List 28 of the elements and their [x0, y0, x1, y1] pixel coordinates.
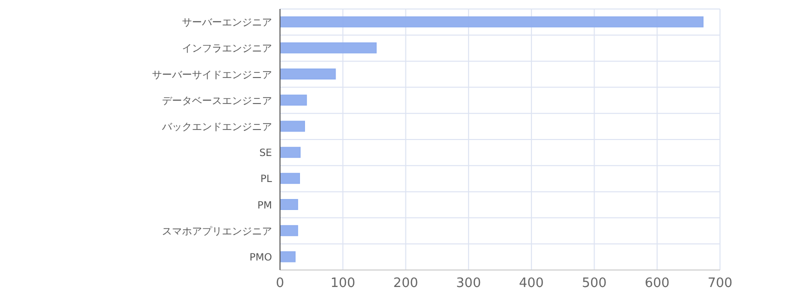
y-tick-label: サーバーエンジニア	[182, 18, 272, 29]
y-tick-label: サーバーサイドエンジニア	[152, 70, 272, 81]
y-tick-label: PL	[260, 174, 272, 186]
x-tick-label: 500	[582, 276, 607, 292]
bar	[280, 199, 298, 210]
x-tick-label: 0	[276, 276, 284, 292]
x-tick-label: 300	[456, 276, 481, 292]
bar	[280, 16, 704, 28]
bar	[280, 94, 307, 106]
y-tick-label: PMO	[249, 252, 272, 264]
x-tick-label: 700	[708, 276, 732, 292]
bar	[280, 120, 306, 132]
bar	[280, 146, 301, 158]
bar	[280, 225, 298, 236]
y-tick-label: データベースエンジニア	[162, 96, 272, 107]
x-tick-label: 600	[644, 276, 670, 292]
y-tick-label: インフラエンジニア	[182, 44, 272, 55]
x-tick-label: 100	[330, 276, 356, 292]
y-tick-label: スマホアプリエンジニア	[162, 225, 272, 238]
x-tick-label: 400	[519, 276, 544, 292]
y-tick-label: SE	[259, 148, 272, 160]
bar	[280, 42, 377, 54]
bar	[280, 68, 336, 80]
x-tick-label: 200	[393, 276, 418, 292]
y-tick-label: バックエンドエンジニア	[161, 122, 272, 133]
bar	[280, 251, 296, 262]
y-tick-label: PM	[257, 200, 272, 212]
bar	[280, 172, 300, 184]
